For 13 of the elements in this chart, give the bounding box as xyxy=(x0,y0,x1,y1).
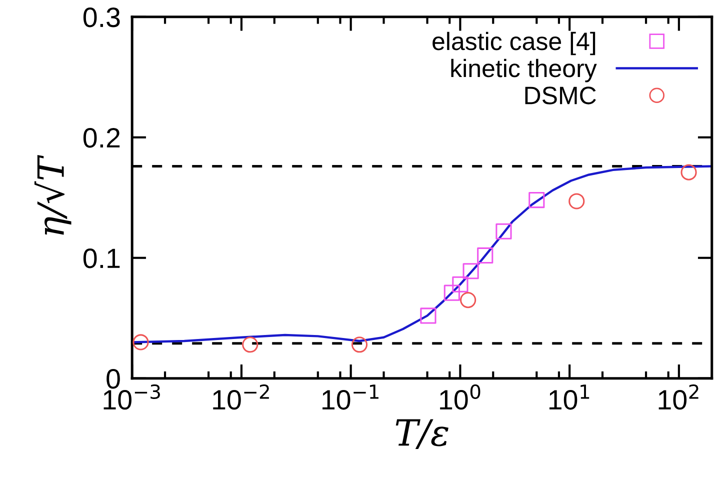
legend-label: kinetic theory xyxy=(451,58,597,82)
x-tick-label: 10$^{1}$ xyxy=(549,384,590,410)
x-tick-label: 10$^{0}$ xyxy=(440,384,480,410)
x-axis-title: T/ε xyxy=(396,419,448,449)
x-tick-label: 10$^{2}$ xyxy=(658,384,698,410)
x-tick-label: 10$^{−1}$ xyxy=(322,384,378,410)
y-tick-label: 0.2 xyxy=(83,128,120,148)
legend-label: elastic case [4] xyxy=(432,32,596,56)
legend-label: DSMC xyxy=(525,86,596,104)
x-tick-label: 10$^{−2}$ xyxy=(213,384,269,410)
y-tick-label: 0.3 xyxy=(83,8,120,28)
y-axis-title: η/√T xyxy=(34,154,72,235)
y-tick-label: 0.1 xyxy=(83,248,120,268)
